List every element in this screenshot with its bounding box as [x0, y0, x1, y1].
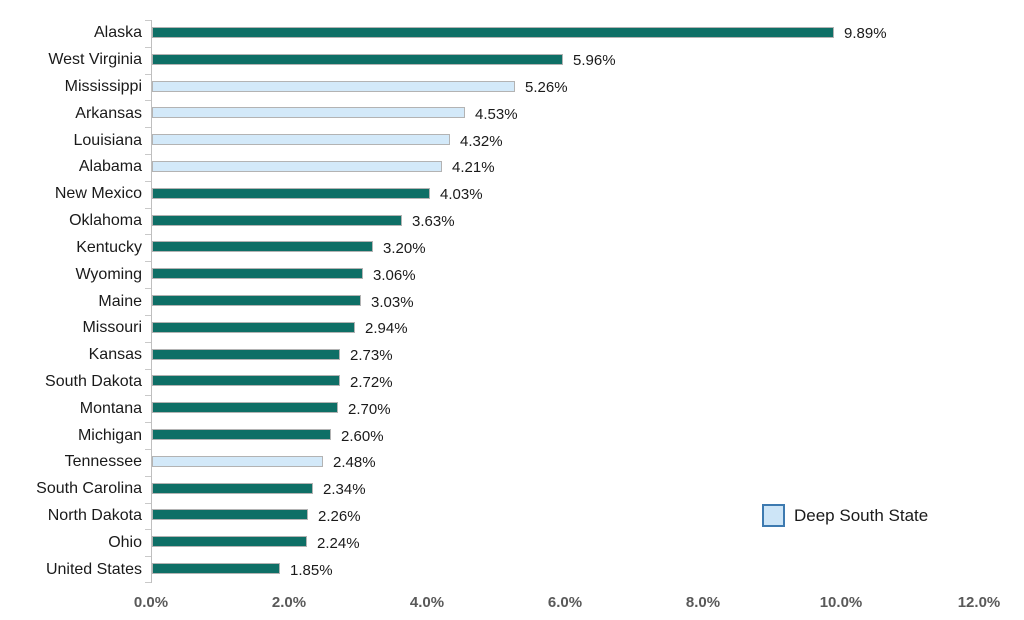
value-label: 3.63%	[412, 213, 455, 231]
value-label: 2.60%	[341, 427, 384, 445]
value-label: 3.03%	[371, 293, 414, 311]
y-axis-tick	[145, 47, 151, 48]
value-label: 5.96%	[573, 52, 616, 70]
value-label: 4.53%	[475, 105, 518, 123]
y-axis-tick	[145, 20, 151, 21]
value-label: 4.32%	[460, 132, 503, 150]
legend: Deep South State	[762, 504, 928, 527]
value-label: 3.20%	[383, 239, 426, 257]
category-label: Montana	[79, 399, 142, 417]
y-axis-tick	[145, 556, 151, 557]
category-label: Missouri	[82, 319, 142, 337]
y-axis-tick	[145, 449, 151, 450]
category-label: Michigan	[77, 426, 142, 444]
y-axis-line	[151, 20, 152, 583]
category-label: Ohio	[108, 533, 142, 551]
category-label: Kansas	[88, 346, 142, 364]
bar-missouri	[152, 321, 355, 333]
bar-oklahoma	[152, 214, 402, 226]
y-axis-tick	[145, 315, 151, 316]
x-tick-label: 6.0%	[547, 594, 583, 611]
category-label: Louisiana	[73, 131, 143, 149]
category-label: South Dakota	[45, 372, 142, 390]
legend-swatch-deep-south	[762, 504, 785, 527]
value-label: 3.06%	[373, 266, 416, 284]
plot-area: 9.89% 5.96% 5.26% 4.53% 4.32% 4.21% 4.03% 3.63%…	[145, 20, 979, 583]
value-label: 2.26%	[318, 507, 361, 525]
y-axis-tick	[145, 74, 151, 75]
category-label: United States	[45, 560, 142, 578]
bar-alabama	[152, 160, 442, 172]
bar-tennessee	[152, 455, 323, 467]
category-label: West Virginia	[48, 51, 142, 69]
category-label: Oklahoma	[69, 212, 142, 230]
value-label: 9.89%	[844, 25, 887, 43]
value-label: 2.72%	[350, 373, 393, 391]
bar-mississippi	[152, 80, 515, 92]
category-label: New Mexico	[54, 185, 142, 203]
bar-ohio	[152, 536, 307, 548]
bar-alaska	[152, 26, 834, 38]
y-axis-tick	[145, 529, 151, 530]
category-label: Alabama	[78, 158, 142, 176]
value-label: 4.21%	[452, 159, 495, 177]
y-axis-tick	[145, 422, 151, 423]
y-axis-tick	[145, 288, 151, 289]
value-label: 2.94%	[365, 320, 408, 338]
y-axis-tick	[145, 181, 151, 182]
y-axis-tick	[145, 476, 151, 477]
y-axis-tick	[145, 582, 151, 583]
y-axis-tick	[145, 208, 151, 209]
value-label: 2.34%	[323, 481, 366, 499]
category-label: Alaska	[93, 24, 142, 42]
category-label: North Dakota	[47, 506, 142, 524]
bar-arkansas	[152, 107, 465, 119]
category-label: Kentucky	[76, 238, 142, 256]
y-axis-tick	[145, 261, 151, 262]
bar-michigan	[152, 429, 331, 441]
value-label: 2.70%	[348, 400, 391, 418]
x-tick-label: 4.0%	[409, 594, 445, 611]
bar-louisiana	[152, 134, 450, 146]
x-tick-label: 12.0%	[957, 594, 1001, 611]
legend-label: Deep South State	[794, 505, 929, 525]
value-label: 2.48%	[333, 454, 376, 472]
category-label: Tennessee	[64, 453, 142, 471]
bar-montana	[152, 402, 338, 414]
y-axis-tick	[145, 234, 151, 235]
value-label: 2.24%	[317, 534, 360, 552]
value-label: 2.73%	[350, 347, 393, 365]
y-axis-tick	[145, 100, 151, 101]
bar-new-mexico	[152, 187, 430, 199]
category-label: Mississippi	[64, 78, 142, 96]
bar-north-dakota	[152, 509, 308, 521]
bar-south-carolina	[152, 482, 313, 494]
y-axis-tick	[145, 154, 151, 155]
category-label: South Carolina	[36, 480, 142, 498]
bar-maine	[152, 295, 361, 306]
y-axis-tick	[145, 503, 151, 504]
y-axis-tick	[145, 395, 151, 396]
y-axis-tick	[145, 127, 151, 128]
value-label: 1.85%	[290, 561, 333, 579]
category-label: Wyoming	[75, 265, 142, 283]
x-tick-label: 0.0%	[133, 594, 169, 611]
category-label: Arkansas	[75, 104, 142, 122]
bar-kansas	[152, 348, 340, 360]
bar-south-dakota	[152, 375, 340, 387]
category-label: Maine	[98, 292, 142, 310]
bar-wyoming	[152, 268, 363, 280]
y-axis-tick	[145, 342, 151, 343]
value-label: 5.26%	[525, 79, 568, 97]
bar-united-states	[152, 563, 280, 575]
x-tick-label: 2.0%	[271, 594, 307, 611]
y-axis-tick	[145, 369, 151, 370]
value-label: 4.03%	[440, 186, 483, 204]
bar-kentucky	[152, 241, 373, 253]
bar-west-virginia	[152, 53, 563, 65]
x-tick-label: 8.0%	[685, 594, 721, 611]
x-tick-label: 10.0%	[819, 594, 863, 611]
